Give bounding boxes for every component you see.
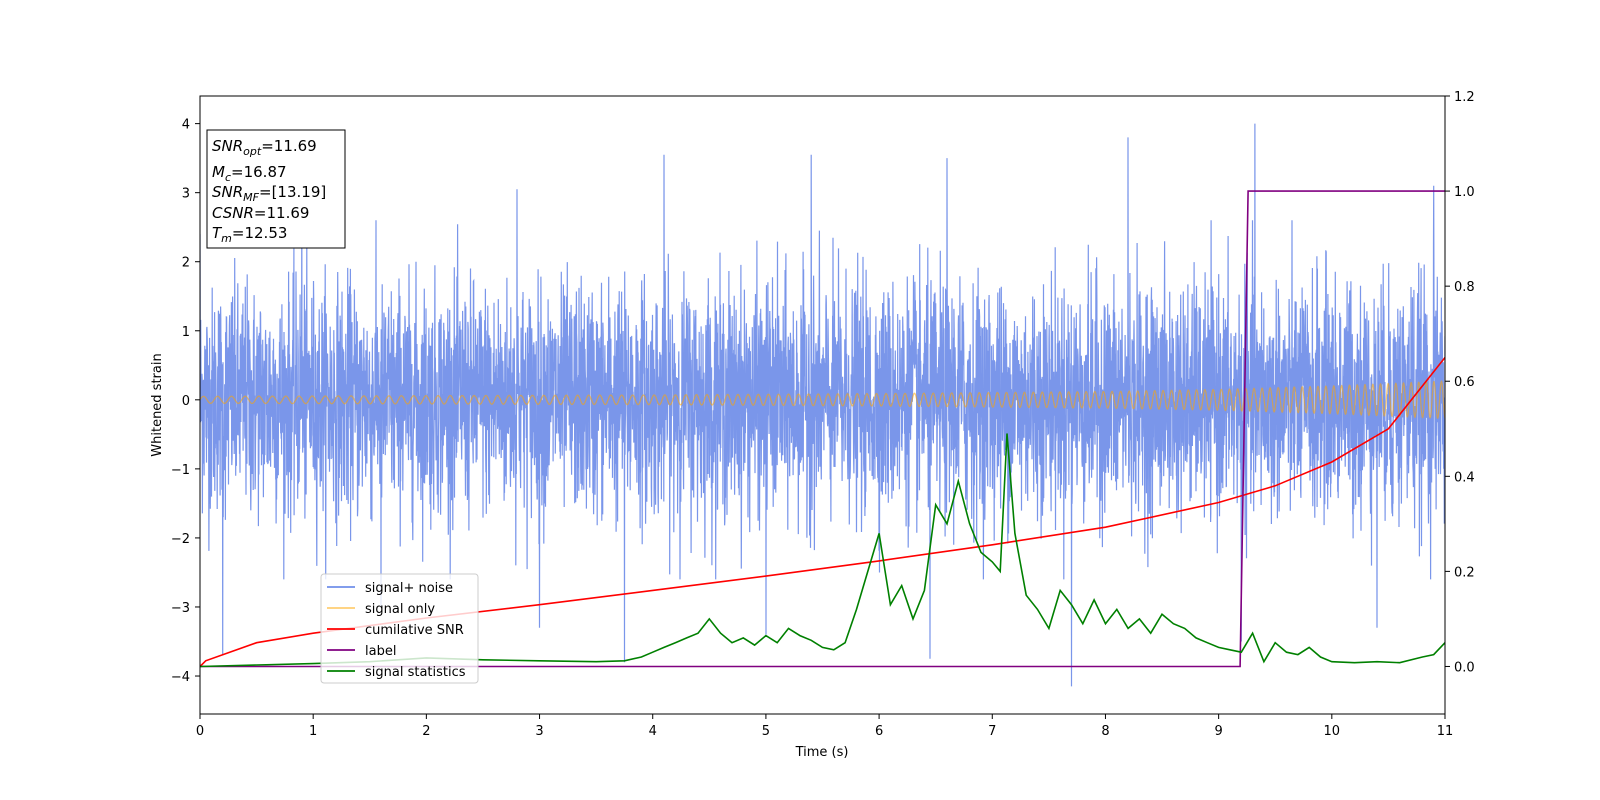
y-left-tick-label: 2: [182, 256, 190, 271]
y-axis-right: 1.2 1.0 0.8 0.6 0.4 0.2 0.0: [1445, 90, 1475, 675]
info-line-subscript: m: [221, 232, 232, 245]
series-layer: [200, 123, 1445, 687]
x-tick-label: 1: [309, 724, 317, 739]
y-left-tick-label: 4: [182, 118, 190, 133]
x-tick-label: 4: [649, 724, 657, 739]
x-tick-label: 10: [1324, 724, 1341, 739]
x-tick-label: 6: [875, 724, 883, 739]
series-signal-only-line: [200, 380, 1445, 419]
x-tick-label: 5: [762, 724, 770, 739]
info-line: SNRopt=11.69: [212, 137, 317, 158]
info-line: CSNR=11.69: [212, 204, 309, 222]
y-axis-left: 4 3 2 1 0 −1 −2 −3 −4: [171, 118, 200, 685]
y-right-tick-label: 1.0: [1454, 185, 1475, 200]
y-right-tick-label: 0.0: [1454, 660, 1475, 675]
legend-entry-label: cumilative SNR: [365, 623, 464, 638]
info-line-symbol: M: [212, 163, 225, 181]
x-tick-label: 11: [1437, 724, 1454, 739]
y-axis-label: Whitened strain: [150, 353, 165, 456]
info-line-value: =16.87: [231, 163, 287, 181]
series-cumulative-snr-line: [200, 357, 1445, 668]
info-box-frame: [206, 129, 346, 249]
legend-entry-label: signal+ noise: [365, 581, 453, 596]
info-line-subscript: c: [225, 171, 231, 184]
y-right-tick-label: 0.4: [1454, 470, 1475, 485]
legend-frame: [320, 573, 479, 684]
legend-entry-label: signal only: [365, 602, 435, 617]
y-left-tick-label: 1: [182, 325, 190, 340]
info-line-value: =11.69: [261, 137, 317, 155]
series-label-line: [200, 190, 1445, 668]
info-line: Tm=12.53: [212, 224, 287, 245]
info-line-symbol: SNR: [212, 183, 243, 201]
series-signal-statistics-line: [200, 433, 1445, 668]
y-left-tick-label: −1: [171, 463, 190, 478]
info-line-symbol: SNR: [212, 137, 243, 155]
info-line-subscript: opt: [243, 145, 262, 158]
info-line-subscript: MF: [243, 191, 259, 204]
x-tick-label: 0: [196, 724, 204, 739]
y-left-tick-label: −4: [171, 670, 190, 685]
x-axis-label: Time (s): [795, 745, 849, 760]
y-right-tick-label: 0.6: [1454, 375, 1475, 390]
x-tick-label: 7: [988, 724, 996, 739]
y-right-tick-label: 0.8: [1454, 280, 1475, 295]
y-left-tick-label: −3: [171, 601, 190, 616]
y-right-tick-label: 1.2: [1454, 90, 1475, 105]
x-tick-label: 2: [422, 724, 430, 739]
info-line-value: =12.53: [232, 224, 288, 242]
info-annotation-box: SNRopt=11.69Mc=16.87SNRMF=[13.19]CSNR=11…: [206, 129, 346, 249]
y-left-tick-label: 0: [182, 394, 190, 409]
plot-frame: [199, 95, 1446, 715]
y-left-tick-label: 3: [182, 187, 190, 202]
info-line-value: =11.69: [254, 204, 310, 222]
info-line: SNRMF=[13.19]: [212, 183, 326, 204]
info-line-symbol: T: [212, 224, 223, 242]
y-right-tick-label: 0.2: [1454, 565, 1475, 580]
info-line-value: =[13.19]: [259, 183, 326, 201]
x-tick-label: 9: [1214, 724, 1222, 739]
info-line: Mc=16.87: [212, 163, 287, 184]
legend-entry-label: label: [365, 644, 396, 659]
series-signal-noise-line: [200, 123, 1445, 687]
x-tick-label: 3: [535, 724, 543, 739]
info-line-symbol: CSNR: [212, 204, 254, 222]
x-tick-label: 8: [1101, 724, 1109, 739]
legend-entry-label: signal statistics: [365, 665, 466, 680]
legend: signal+ noise signal only cumilative SNR la…: [320, 573, 479, 684]
y-left-tick-label: −2: [171, 532, 190, 547]
x-axis: 0 1 2 3 4 5 6 7 8 9 10 11: [196, 714, 1453, 739]
